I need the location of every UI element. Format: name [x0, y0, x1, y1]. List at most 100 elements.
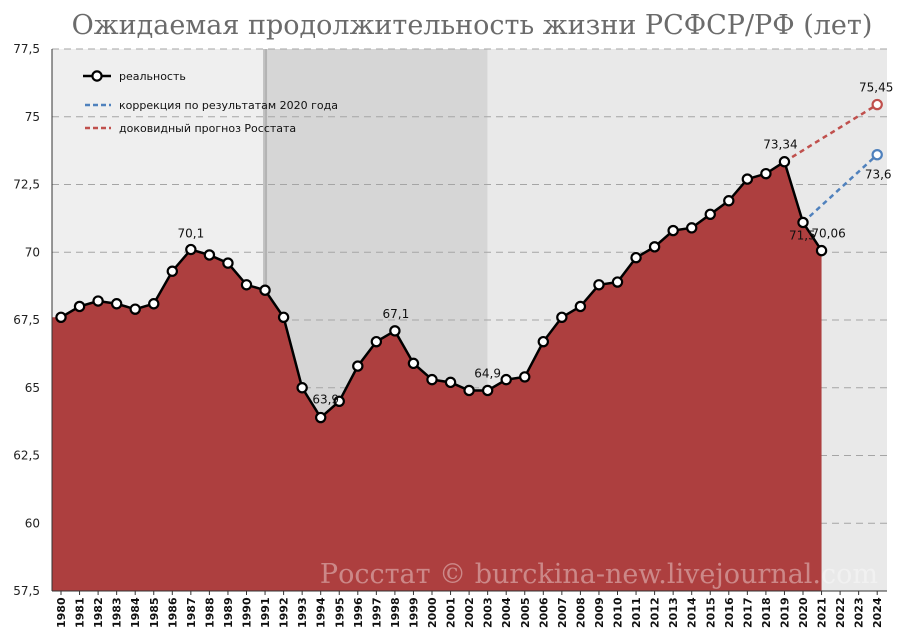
data-point	[741, 173, 754, 185]
data-point	[500, 373, 512, 386]
data-point	[277, 311, 290, 323]
forecast-endpoint	[871, 98, 883, 111]
x-tick-label: 2021	[816, 597, 829, 628]
x-tick-label: 1997	[370, 597, 383, 628]
data-point	[315, 411, 327, 424]
x-tick-label: 1985	[148, 597, 161, 628]
x-tick-label: 2013	[667, 597, 680, 628]
data-label: 70,06	[811, 227, 845, 241]
data-label: 67,1	[383, 307, 410, 321]
x-tick-label: 1988	[203, 597, 216, 628]
forecast-endpoint	[871, 148, 883, 161]
data-point	[704, 208, 716, 221]
series-line-forecast	[783, 103, 878, 163]
data-point	[426, 373, 438, 386]
data-point	[444, 376, 457, 389]
x-tick-label: 2012	[649, 597, 662, 628]
x-tick-label: 2023	[853, 597, 866, 628]
x-tick-label: 2010	[612, 597, 625, 628]
x-tick-label: 2020	[797, 597, 810, 628]
data-point	[333, 395, 345, 407]
data-point	[240, 279, 253, 291]
data-point	[148, 298, 160, 310]
data-point	[259, 284, 271, 296]
x-tick-label: 2022	[834, 597, 847, 628]
x-tick-label: 2011	[630, 597, 643, 628]
data-point	[389, 325, 401, 337]
x-tick-label: 2017	[741, 597, 754, 628]
y-tick-label: 72,5	[13, 178, 40, 192]
x-tick-label: 1993	[296, 597, 309, 628]
y-tick-label: 77,5	[13, 42, 40, 56]
x-tick-label: 2003	[482, 597, 495, 628]
x-tick-label: 2015	[704, 597, 717, 628]
x-tick-label: 1999	[407, 597, 420, 628]
data-point	[797, 216, 809, 229]
data-point	[556, 311, 568, 323]
x-tick-label: 1980	[55, 597, 68, 628]
y-tick-label: 65	[25, 381, 40, 395]
data-area	[52, 161, 822, 591]
x-tick-label: 2009	[593, 597, 606, 628]
data-label: 73,34	[763, 138, 797, 152]
legend-label: реальность	[119, 70, 186, 83]
x-tick-label: 1986	[166, 597, 179, 628]
x-tick-label: 2018	[760, 597, 773, 628]
data-point	[778, 156, 791, 168]
data-point	[370, 335, 383, 348]
y-tick-label: 57,5	[13, 584, 40, 598]
data-point	[55, 311, 67, 323]
data-label: 71,5	[789, 228, 816, 242]
x-tick-label: 2006	[537, 597, 550, 628]
y-tick-label: 75	[25, 110, 40, 124]
data-point	[630, 251, 642, 264]
data-label: 70,1	[177, 227, 204, 241]
x-tick-label: 1994	[315, 597, 328, 628]
data-point	[203, 249, 216, 261]
data-point	[92, 295, 104, 307]
data-point	[537, 335, 550, 348]
x-tick-label: 2005	[519, 597, 532, 628]
legend-label: коррекция по результатам 2020 года	[119, 99, 338, 112]
x-tick-label: 2008	[574, 597, 587, 628]
x-tick-label: 2001	[445, 597, 458, 628]
x-tick-label: 2007	[556, 597, 569, 628]
data-label: 63,9	[312, 393, 339, 407]
data-point	[166, 265, 178, 277]
x-tick-label: 2014	[686, 597, 699, 628]
data-point	[185, 243, 197, 256]
data-point	[648, 241, 661, 253]
x-tick-label: 2000	[426, 597, 439, 628]
data-point	[723, 195, 735, 207]
data-label: 64,9	[474, 366, 501, 380]
x-tick-label: 2002	[463, 597, 476, 628]
x-tick-label: 1981	[74, 597, 87, 628]
x-tick-label: 1982	[92, 597, 105, 628]
data-point	[611, 276, 624, 288]
x-tick-label: 1991	[259, 597, 272, 628]
x-tick-label: 1996	[352, 597, 365, 628]
x-tick-label: 2004	[500, 597, 513, 628]
x-tick-label: 2016	[723, 597, 736, 628]
data-point	[296, 382, 308, 394]
data-point	[129, 303, 141, 315]
x-tick-label: 1990	[241, 597, 254, 628]
x-tick-label: 1992	[278, 597, 291, 628]
data-point	[519, 371, 531, 383]
data-point	[73, 300, 86, 313]
data-point	[686, 222, 698, 234]
x-tick-label: 1987	[185, 597, 198, 628]
legend: реальность коррекция по результатам 2020 …	[83, 70, 338, 135]
data-points	[55, 98, 883, 424]
legend-swatch-marker	[91, 70, 103, 82]
y-tick-label: 62,5	[13, 449, 40, 463]
data-point	[593, 279, 605, 291]
data-point	[760, 167, 772, 180]
data-label: 75,45	[859, 81, 893, 95]
data-point	[407, 357, 420, 370]
data-point	[463, 384, 475, 397]
y-tick-label: 70	[25, 245, 40, 259]
y-tick-label: 60	[25, 516, 40, 530]
data-point	[352, 360, 364, 372]
data-label: 73,6	[865, 168, 892, 182]
